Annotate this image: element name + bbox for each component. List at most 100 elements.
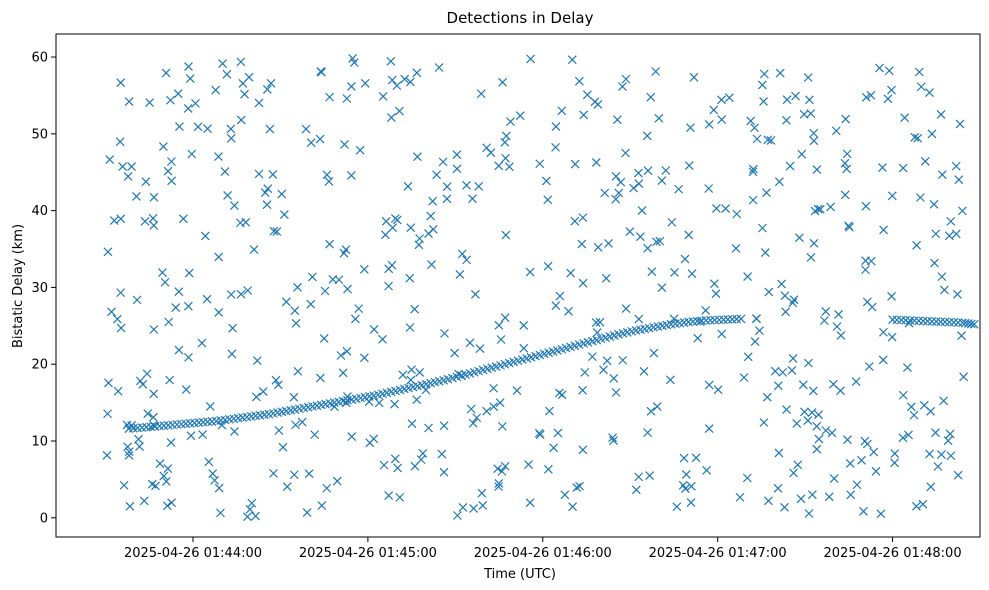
data-point: [657, 176, 667, 185]
data-point: [629, 183, 639, 193]
x-tick-label: 2025-04-26 01:44:00: [124, 546, 262, 561]
data-point: [643, 166, 653, 176]
data-point: [197, 338, 207, 348]
data-point: [914, 316, 924, 326]
data-point: [281, 297, 291, 307]
data-point: [807, 408, 817, 417]
data-point: [524, 460, 533, 469]
data-point: [211, 85, 221, 95]
data-point: [888, 315, 897, 325]
data-point: [933, 462, 943, 471]
data-point: [925, 449, 934, 459]
data-point: [132, 295, 142, 305]
data-point: [140, 216, 150, 226]
data-point: [798, 380, 808, 390]
data-point: [727, 314, 737, 324]
data-point: [742, 473, 752, 483]
data-point: [918, 316, 928, 326]
data-point: [611, 171, 621, 181]
data-point: [477, 488, 487, 498]
data-point: [926, 406, 936, 416]
data-point: [544, 406, 554, 416]
data-point: [364, 397, 374, 407]
data-point: [904, 318, 914, 328]
data-point: [920, 156, 930, 166]
data-point: [851, 377, 861, 386]
data-point: [763, 496, 773, 506]
data-point: [945, 429, 955, 439]
data-point: [949, 317, 959, 327]
data-point: [646, 406, 656, 416]
data-point: [866, 90, 876, 100]
data-point: [342, 94, 352, 103]
data-point: [134, 434, 143, 444]
data-point: [236, 57, 246, 67]
data-point: [439, 467, 449, 477]
data-point: [572, 483, 582, 492]
data-point: [438, 157, 448, 167]
data-point: [227, 349, 237, 359]
data-point: [806, 252, 816, 262]
data-point: [271, 375, 281, 385]
data-point: [198, 430, 208, 440]
data-point: [494, 161, 504, 171]
data-point: [785, 161, 795, 171]
data-point: [686, 123, 695, 133]
data-point: [812, 421, 822, 431]
data-point: [955, 119, 965, 129]
data-point: [923, 316, 932, 326]
data-point: [618, 82, 627, 91]
data-point: [631, 485, 641, 495]
data-point: [226, 290, 236, 299]
data-point: [124, 97, 134, 106]
data-point: [925, 88, 934, 97]
data-point: [564, 306, 573, 316]
data-point: [415, 234, 425, 243]
data-point: [185, 74, 195, 83]
data-point: [553, 428, 563, 438]
data-point: [167, 498, 177, 508]
data-point: [403, 181, 413, 191]
data-point: [269, 468, 278, 478]
data-point: [969, 319, 979, 329]
data-point: [412, 395, 422, 405]
data-point: [711, 289, 721, 299]
data-point: [214, 308, 224, 317]
data-point: [953, 318, 963, 327]
x-tick-label: 2025-04-26 01:45:00: [299, 546, 437, 561]
data-point: [236, 289, 246, 299]
data-point: [187, 149, 197, 159]
data-point: [846, 490, 856, 500]
data-point: [442, 194, 452, 204]
data-point: [141, 177, 151, 187]
data-point: [616, 177, 626, 187]
data-point: [869, 447, 879, 457]
data-point: [898, 433, 908, 443]
data-point: [504, 162, 514, 172]
data-point: [186, 431, 196, 441]
data-point: [910, 132, 920, 142]
data-point: [184, 268, 194, 278]
data-point: [946, 216, 956, 226]
data-point: [148, 412, 158, 422]
data-point: [809, 128, 819, 138]
data-point: [184, 352, 193, 362]
data-point: [515, 111, 525, 121]
data-point: [468, 418, 478, 428]
data-point: [578, 278, 588, 288]
data-point: [819, 316, 829, 326]
data-point: [560, 490, 570, 500]
data-point: [378, 334, 387, 344]
data-point: [566, 268, 576, 278]
data-point: [379, 460, 389, 470]
data-point: [953, 470, 963, 480]
data-point: [390, 454, 400, 464]
data-point: [428, 196, 438, 206]
y-axis-label: Bistatic Delay (km): [11, 224, 26, 348]
data-point: [164, 317, 174, 327]
data-point: [711, 204, 721, 213]
data-point: [926, 482, 936, 492]
data-point: [634, 472, 644, 482]
data-point: [161, 68, 171, 78]
data-point: [647, 267, 657, 277]
